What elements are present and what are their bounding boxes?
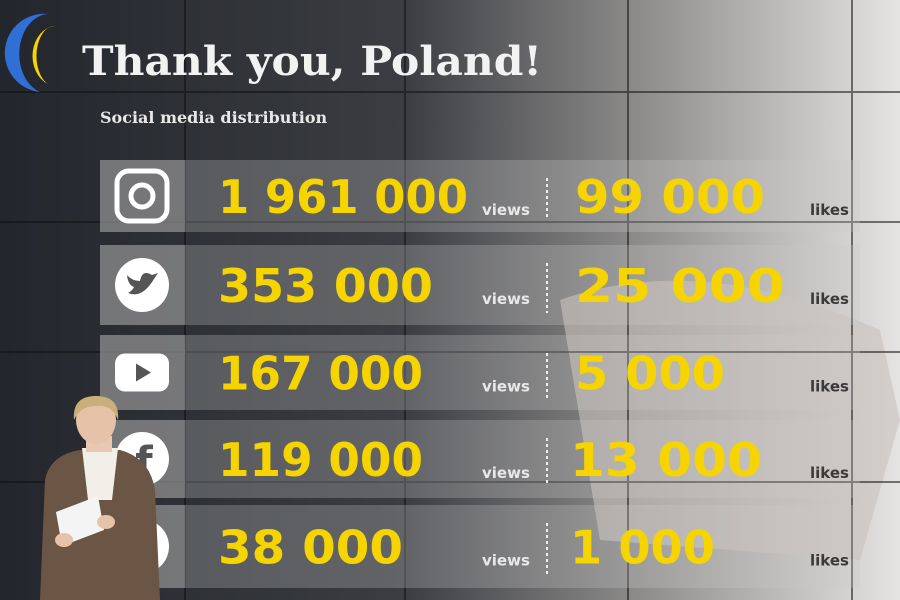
- presenter: [40, 396, 160, 600]
- likes-label: likes: [810, 201, 849, 219]
- instagram-icon: [114, 168, 170, 224]
- likes-count: 99 000: [575, 170, 765, 224]
- views-label: views: [482, 552, 530, 570]
- likes-count: 5 000: [575, 347, 725, 401]
- slide-subtitle: Social media distribution: [100, 108, 328, 127]
- likes-label: likes: [810, 552, 849, 570]
- likes-count: 1 000: [570, 521, 715, 575]
- row-panel: [100, 335, 860, 410]
- likes-label: likes: [810, 378, 849, 396]
- likes-count: 13 000: [570, 433, 762, 487]
- stats-row: 167 000 views 5 000 likes: [100, 335, 860, 410]
- likes-label: likes: [810, 290, 849, 308]
- views-label: views: [482, 290, 530, 308]
- stats-row: 38 000 views 1 000 likes: [100, 505, 860, 588]
- slide-title: Thank you, Poland!: [82, 38, 542, 85]
- stats-row: 353 000 views 25 000 likes: [100, 245, 860, 325]
- views-count: 353 000: [218, 259, 433, 313]
- views-count: 38 000: [218, 521, 403, 575]
- background-hand: [560, 280, 900, 560]
- views-count: 119 000: [218, 433, 423, 487]
- views-label: views: [482, 201, 530, 219]
- youtube-play: [136, 363, 151, 382]
- views-count: 1 961 000: [218, 170, 468, 224]
- twitter-bird: [127, 273, 158, 295]
- row-panel: [100, 420, 860, 498]
- likes-count: 25 000: [575, 259, 785, 313]
- views-label: views: [482, 378, 530, 396]
- row-panel: [100, 505, 860, 588]
- instagram-icon-lens: [128, 182, 156, 210]
- row-panel: [100, 245, 860, 325]
- likes-label: likes: [810, 464, 849, 482]
- views-label: views: [482, 464, 530, 482]
- stats-row: f 119 000 views 13 000 likes: [100, 420, 860, 498]
- views-count: 167 000: [218, 347, 423, 401]
- logo: [4, 13, 55, 92]
- row-panel: [100, 160, 860, 232]
- stats-row: 1 961 000 views 99 000 likes: [100, 160, 860, 232]
